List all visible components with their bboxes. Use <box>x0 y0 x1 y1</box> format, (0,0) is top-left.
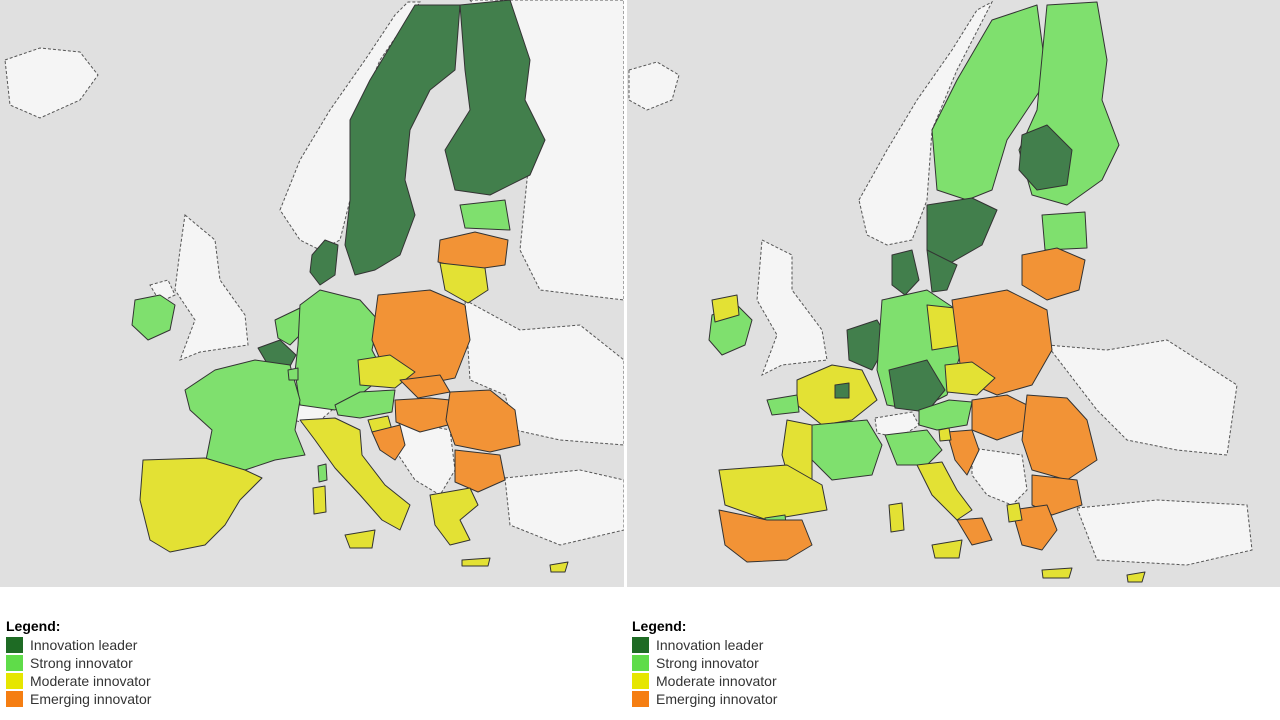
legend-item-emerging-innovator: Emerging innovator <box>632 690 932 708</box>
region-france-west <box>766 394 800 416</box>
regional-map <box>627 0 1280 587</box>
region-corsica <box>317 463 328 483</box>
iceland <box>628 61 680 111</box>
region-spain <box>139 457 263 553</box>
region-crete <box>1041 567 1073 579</box>
region-spain-north <box>718 464 828 521</box>
region-france-south <box>811 419 883 481</box>
great-britain <box>756 239 828 377</box>
country-map <box>0 0 624 587</box>
legend-swatch <box>632 637 649 653</box>
legend-swatch <box>632 691 649 707</box>
region-cyprus <box>1126 571 1146 583</box>
region-crete <box>461 557 491 567</box>
region-bulgaria <box>454 449 506 493</box>
region-sweden <box>344 4 461 276</box>
turkey <box>504 469 624 546</box>
legend-item-moderate-innovator: Moderate innovator <box>6 672 306 690</box>
legend-item-moderate-innovator: Moderate innovator <box>632 672 932 690</box>
region-romania <box>445 389 521 453</box>
regional-map-svg <box>628 0 1253 583</box>
legend-label: Strong innovator <box>30 655 133 671</box>
region-finland <box>444 0 546 196</box>
belarus-ukraine <box>464 299 624 446</box>
iceland <box>4 47 99 119</box>
legend-label: Emerging innovator <box>656 691 778 707</box>
region-spain-south <box>718 509 813 563</box>
legend-swatch <box>632 655 649 671</box>
region-austria <box>334 389 396 419</box>
legend-item-emerging-innovator: Emerging innovator <box>6 690 306 708</box>
switzerland <box>874 411 920 439</box>
region-czechia <box>944 361 996 396</box>
region-italy <box>299 417 411 531</box>
region-north-sweden <box>931 4 1048 201</box>
region-south-sweden <box>926 249 958 293</box>
region-sicily <box>931 539 963 559</box>
region-greece <box>429 487 479 546</box>
legend-title: Legend: <box>6 618 61 634</box>
region-slovenia <box>938 427 952 442</box>
region-denmark <box>891 249 920 296</box>
region-ireland <box>131 294 176 341</box>
northern-ireland <box>149 279 176 303</box>
country-map-svg <box>4 0 624 573</box>
region-hungary <box>971 394 1028 441</box>
region-romania <box>1021 394 1098 481</box>
turkey <box>1076 499 1253 566</box>
legend-label: Innovation leader <box>30 637 138 653</box>
region-athens <box>1006 502 1023 523</box>
legend-swatch <box>6 673 23 689</box>
region-estonia <box>459 199 511 231</box>
legend-swatch <box>6 655 23 671</box>
legend-label: Emerging innovator <box>30 691 152 707</box>
legend-title: Legend: <box>632 618 687 634</box>
region-austria <box>918 399 973 431</box>
region-bavaria <box>888 359 946 413</box>
legend-label: Strong innovator <box>656 655 759 671</box>
region-ireland-north <box>711 294 740 323</box>
russia-north <box>469 0 624 301</box>
western-balkans <box>971 447 1028 506</box>
region-italy-south <box>956 517 993 546</box>
legend-left: Legend: Innovation leader Strong innovat… <box>6 618 306 708</box>
legend-label: Moderate innovator <box>656 673 777 689</box>
legend-item-strong-innovator: Strong innovator <box>6 654 306 672</box>
region-estonia <box>1041 211 1088 251</box>
legend-label: Moderate innovator <box>30 673 151 689</box>
belarus-ukraine <box>1045 339 1238 456</box>
region-italy-center <box>916 461 973 521</box>
legend-swatch <box>6 637 23 653</box>
legend-right: Legend: Innovation leader Strong innovat… <box>632 618 932 708</box>
norway <box>858 0 994 246</box>
region-netherlands <box>274 307 306 346</box>
region-sardinia <box>888 502 905 533</box>
region-denmark <box>309 239 339 286</box>
region-helsinki <box>1018 124 1073 191</box>
region-sardinia <box>312 485 327 515</box>
region-luxembourg <box>287 367 299 381</box>
legend-swatch <box>6 691 23 707</box>
region-lithuania <box>439 262 489 304</box>
region-croatia <box>371 424 406 461</box>
region-paris <box>834 382 850 399</box>
great-britain <box>174 214 249 361</box>
legend-swatch <box>632 673 649 689</box>
region-sicily <box>344 529 376 549</box>
region-italy-north <box>884 429 943 466</box>
legend-item-strong-innovator: Strong innovator <box>632 654 932 672</box>
region-france <box>184 359 306 471</box>
region-cyprus <box>549 561 569 573</box>
panel-divider <box>624 0 627 587</box>
legend-item-innovation-leader: Innovation leader <box>632 636 932 654</box>
region-greece <box>1011 504 1058 551</box>
legend-item-innovation-leader: Innovation leader <box>6 636 306 654</box>
region-latvia <box>1021 247 1086 301</box>
region-latvia <box>437 231 509 271</box>
legend-label: Innovation leader <box>656 637 764 653</box>
region-croatia <box>946 429 980 476</box>
